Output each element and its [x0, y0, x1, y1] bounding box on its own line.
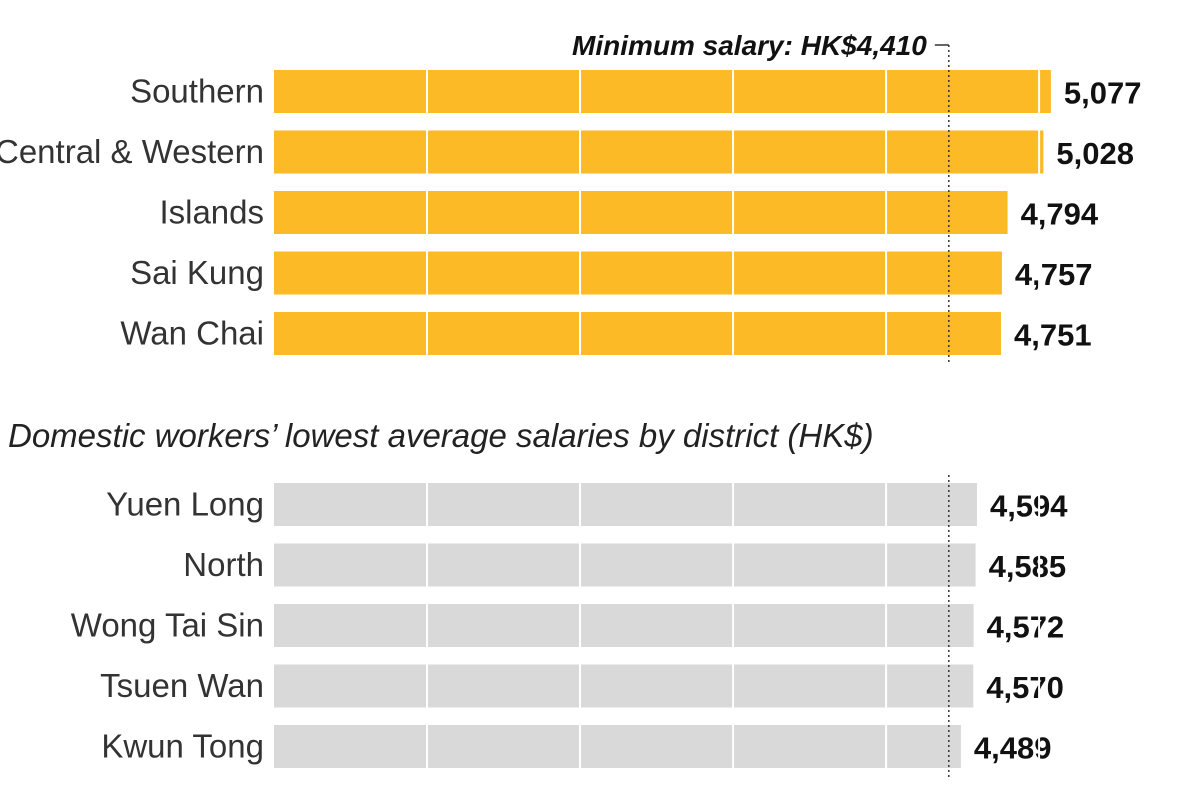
category-label: Islands	[159, 194, 264, 231]
bar	[274, 664, 974, 708]
value-label: 4,751	[1014, 318, 1092, 353]
bar	[274, 70, 1051, 113]
value-label: 4,585	[989, 549, 1067, 584]
value-label: 4,572	[987, 610, 1065, 645]
category-label: Southern	[130, 73, 264, 110]
category-label: North	[183, 546, 264, 583]
value-label: 4,757	[1015, 257, 1093, 292]
bar	[274, 251, 1002, 295]
category-label: Central & Western	[0, 133, 264, 170]
category-label: Yuen Long	[106, 486, 264, 523]
value-label: 4,570	[986, 670, 1064, 705]
value-label: 5,028	[1056, 136, 1134, 171]
category-label: Wong Tai Sin	[71, 607, 264, 644]
bar	[274, 130, 1044, 174]
value-label: 5,077	[1064, 76, 1142, 111]
bar	[274, 725, 961, 768]
reference-line-label: Minimum salary: HK$4,410	[572, 30, 927, 61]
value-label: 4,794	[1021, 197, 1099, 232]
bar	[274, 604, 974, 647]
bar	[274, 543, 976, 587]
bar	[274, 483, 977, 526]
value-label: 4,594	[990, 489, 1068, 524]
category-label: Tsuen Wan	[100, 667, 264, 704]
section-title: Domestic workers’ lowest average salarie…	[8, 417, 874, 454]
category-label: Kwun Tong	[101, 728, 264, 765]
category-label: Wan Chai	[120, 315, 264, 352]
category-label: Sai Kung	[130, 254, 264, 291]
bar	[274, 312, 1001, 355]
bar	[274, 191, 1008, 234]
